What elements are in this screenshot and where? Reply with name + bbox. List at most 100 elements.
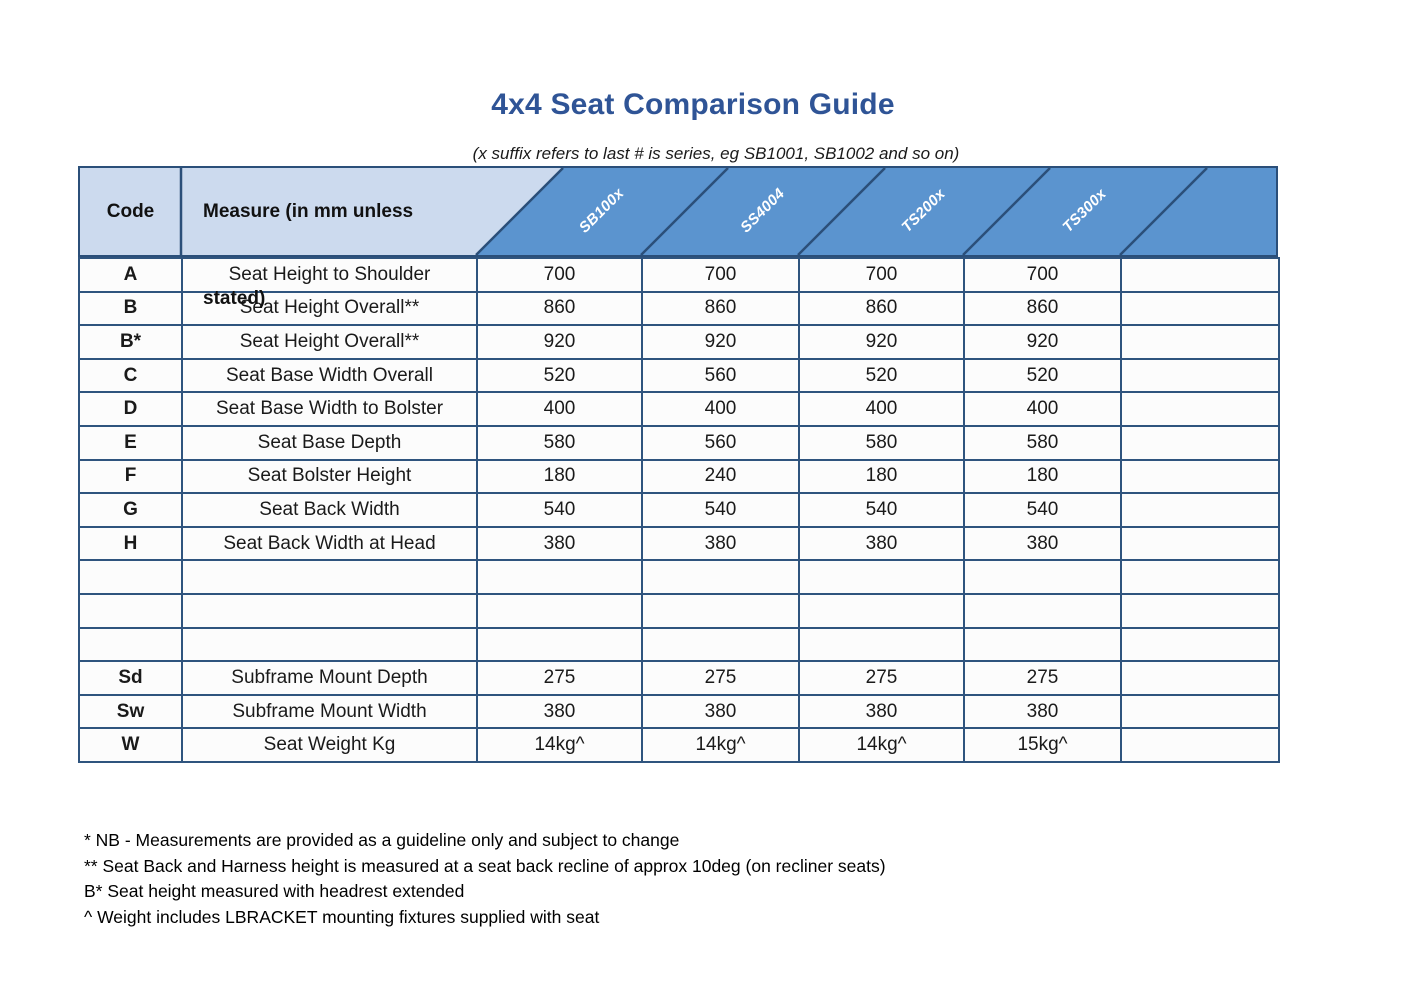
- code-cell: B: [78, 290, 183, 327]
- value-cell: 380: [476, 693, 643, 730]
- table-row: F Seat Bolster Height 180 240 180 180: [78, 458, 1280, 495]
- measure-cell: Seat Base Width Overall: [181, 357, 478, 394]
- value-cell: 580: [798, 424, 965, 461]
- value-cell: 540: [476, 492, 643, 528]
- value-cell: 180: [476, 458, 643, 495]
- value-cell: 860: [963, 290, 1122, 327]
- code-cell: [78, 592, 183, 629]
- value-cell: 920: [476, 324, 643, 360]
- value-cell: 920: [641, 324, 800, 360]
- measure-cell: Seat Base Width to Bolster: [181, 391, 478, 427]
- value-cell: 275: [641, 660, 800, 696]
- value-cell: [1120, 324, 1280, 360]
- value-cell: [1120, 660, 1280, 696]
- value-cell: [641, 592, 800, 629]
- table-row: A Seat Height to Shoulder 700 700 700 700: [78, 257, 1280, 293]
- value-cell: 920: [963, 324, 1122, 360]
- value-cell: 700: [476, 257, 643, 293]
- value-cell: [963, 559, 1122, 595]
- value-cell: [963, 626, 1122, 663]
- value-cell: [1120, 592, 1280, 629]
- code-cell: B*: [78, 324, 183, 360]
- value-cell: [798, 559, 965, 595]
- header-diagonal-graphics: [80, 168, 1208, 255]
- value-cell: [798, 626, 965, 663]
- value-cell: 400: [798, 391, 965, 427]
- measure-cell: Subframe Mount Width: [181, 693, 478, 730]
- value-cell: 275: [798, 660, 965, 696]
- value-cell: 400: [476, 391, 643, 427]
- value-cell: 560: [641, 424, 800, 461]
- seat-comparison-table: Code Measure (in mm unless stated) SB100…: [78, 166, 1280, 763]
- code-cell: Sd: [78, 660, 183, 696]
- value-cell: [1120, 424, 1280, 461]
- code-cell: [78, 626, 183, 663]
- value-cell: [476, 592, 643, 629]
- table-body-grid: A Seat Height to Shoulder 700 700 700 700 B Sea…: [78, 257, 1280, 763]
- measure-cell: [181, 592, 478, 629]
- code-cell: W: [78, 727, 183, 763]
- measure-cell: Seat Height to Shoulder: [181, 257, 478, 293]
- value-cell: 700: [963, 257, 1122, 293]
- code-cell: A: [78, 257, 183, 293]
- value-cell: [476, 626, 643, 663]
- value-cell: [641, 626, 800, 663]
- measure-cell: [181, 626, 478, 663]
- value-cell: [1120, 693, 1280, 730]
- measure-cell: [181, 559, 478, 595]
- value-cell: [641, 559, 800, 595]
- table-row: B Seat Height Overall** 860 860 860 860: [78, 290, 1280, 327]
- table-row: [78, 559, 1280, 595]
- value-cell: [1120, 525, 1280, 562]
- measure-cell: Subframe Mount Depth: [181, 660, 478, 696]
- value-cell: 860: [641, 290, 800, 327]
- table-row: [78, 626, 1280, 663]
- value-cell: [1120, 257, 1280, 293]
- table-row: Sw Subframe Mount Width 380 380 380 380: [78, 693, 1280, 730]
- header-light-region: [80, 168, 563, 255]
- value-cell: [1120, 727, 1280, 763]
- value-cell: 15kg^: [963, 727, 1122, 763]
- measure-cell: Seat Weight Kg: [181, 727, 478, 763]
- value-cell: 400: [641, 391, 800, 427]
- footnote-recline: ** Seat Back and Harness height is measu…: [84, 855, 886, 876]
- value-cell: 580: [476, 424, 643, 461]
- measure-cell: Seat Base Depth: [181, 424, 478, 461]
- table-row: C Seat Base Width Overall 520 560 520 520: [78, 357, 1280, 394]
- value-cell: 520: [798, 357, 965, 394]
- table-row: D Seat Base Width to Bolster 400 400 400 400: [78, 391, 1280, 427]
- measure-cell: Seat Back Width: [181, 492, 478, 528]
- value-cell: 700: [798, 257, 965, 293]
- value-cell: 920: [798, 324, 965, 360]
- value-cell: 860: [798, 290, 965, 327]
- value-cell: [1120, 290, 1280, 327]
- value-cell: [1120, 458, 1280, 495]
- code-cell: H: [78, 525, 183, 562]
- value-cell: 540: [963, 492, 1122, 528]
- measure-cell: Seat Height Overall**: [181, 324, 478, 360]
- table-row: G Seat Back Width 540 540 540 540: [78, 492, 1280, 528]
- value-cell: 400: [963, 391, 1122, 427]
- value-cell: [963, 592, 1122, 629]
- value-cell: 240: [641, 458, 800, 495]
- footnote-guideline: * NB - Measurements are provided as a gu…: [84, 830, 680, 850]
- code-cell: G: [78, 492, 183, 528]
- value-cell: 580: [963, 424, 1122, 461]
- value-cell: [798, 592, 965, 629]
- value-cell: 14kg^: [641, 727, 800, 763]
- value-cell: 380: [641, 525, 800, 562]
- table-row: B* Seat Height Overall** 920 920 920 920: [78, 324, 1280, 360]
- footnote-weight: ^ Weight includes LBRACKET mounting fixt…: [84, 906, 600, 927]
- value-cell: [476, 559, 643, 595]
- page-title: 4x4 Seat Comparison Guide: [491, 88, 895, 121]
- code-cell: D: [78, 391, 183, 427]
- value-cell: 180: [798, 458, 965, 495]
- table-header: Code Measure (in mm unless stated) SB100…: [78, 166, 1278, 309]
- value-cell: 520: [476, 357, 643, 394]
- value-cell: [1120, 559, 1280, 595]
- table-row: Sd Subframe Mount Depth 275 275 275 275: [78, 660, 1280, 696]
- code-cell: Sw: [78, 693, 183, 730]
- code-cell: [78, 559, 183, 595]
- value-cell: 380: [641, 693, 800, 730]
